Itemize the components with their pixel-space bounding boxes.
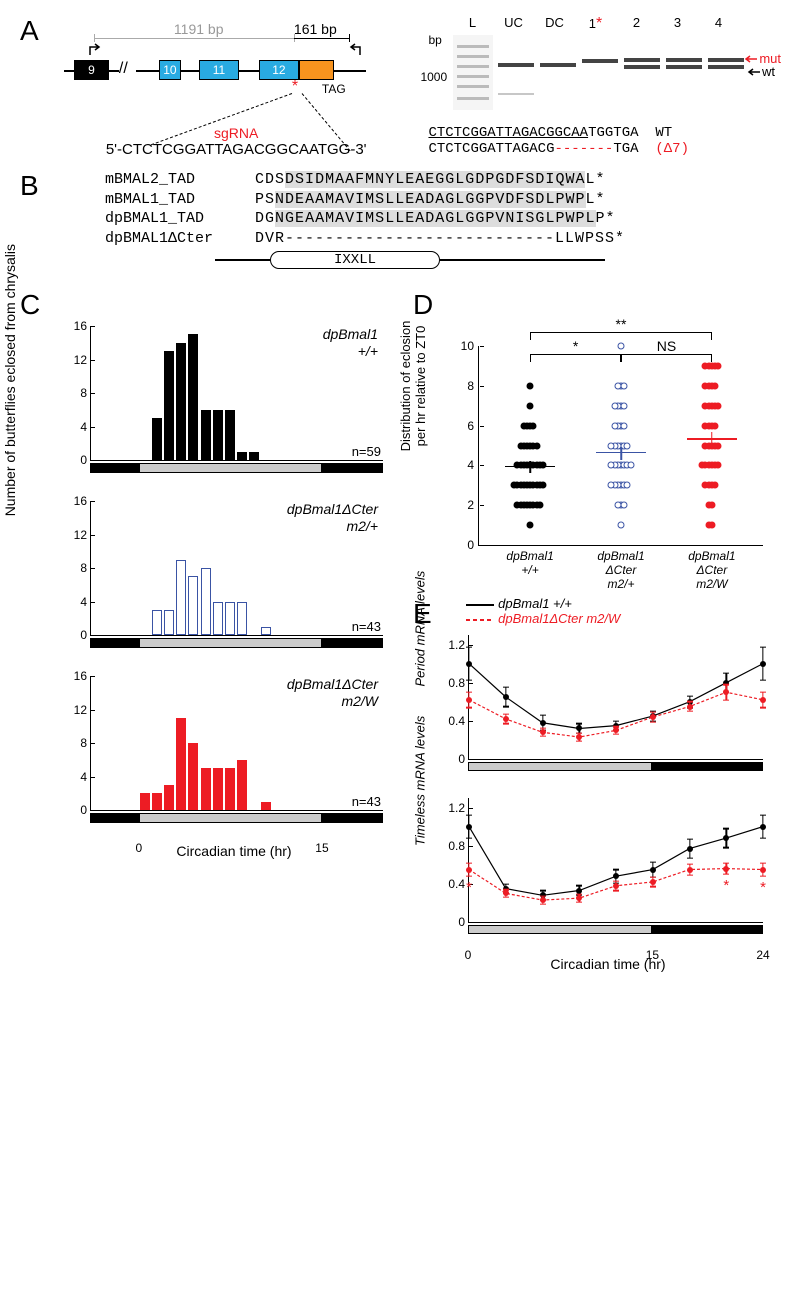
break-mark: // xyxy=(119,60,128,78)
group-label: dpBmal1ΔCterm2/+ xyxy=(597,545,644,591)
gel-image xyxy=(428,35,773,110)
sequence-alignment: CTCTCGGATTAGACGGCAATGGTGA WT CTCTCGGATTA… xyxy=(428,125,773,157)
panel-a-label: A xyxy=(20,15,44,158)
gel-lane-labels: L UC DC 1* 2 3 4 xyxy=(428,15,773,33)
significance-label: NS xyxy=(657,338,676,354)
genotype-label: dpBmal1ΔCterm2/+ xyxy=(287,501,378,535)
primer-fwd-arrow xyxy=(88,43,104,57)
legend-item: dpBmal1ΔCter m2/W xyxy=(466,611,620,626)
panel-c-ylabel: Number of butterflies eclosed from chrys… xyxy=(2,244,18,516)
bp-161: 161 bp xyxy=(294,21,337,37)
panel-c-label: C xyxy=(20,289,403,321)
light-dark-bar xyxy=(90,813,383,823)
significance-label: ** xyxy=(616,316,627,332)
panel-d-ylabel: Distribution of eclosionper hr relative … xyxy=(398,321,428,452)
light-dark-bar xyxy=(90,463,383,473)
exon-11: 11 xyxy=(199,60,239,80)
n-label: n=43 xyxy=(352,794,381,809)
genotype-label: dpBmal1ΔCterm2/W xyxy=(287,676,378,710)
n-label: n=43 xyxy=(352,619,381,634)
genotype-label: dpBmal1+/+ xyxy=(323,326,378,360)
tad-alignment: mBMAL2_TADCDSDSIDMAAFMNYLEAEGGLGDPGDFSDI… xyxy=(105,170,625,248)
sig-star-icon: * xyxy=(760,879,766,896)
dotplot: Distribution of eclosionper hr relative … xyxy=(433,321,773,591)
panel-d: D Distribution of eclosionper hr relativ… xyxy=(413,289,773,591)
panel-b: B mBMAL2_TADCDSDSIDMAAFMNYLEAEGGLGDPGDFS… xyxy=(20,170,773,269)
panel-d-label: D xyxy=(413,289,773,321)
panel-c: C Number of butterflies eclosed from chr… xyxy=(20,289,403,972)
range-line-gray xyxy=(94,38,294,39)
lane1-star-icon: * xyxy=(596,15,602,32)
exon-9: 9 xyxy=(74,60,109,80)
linechart-ylabel: Timeless mRNA levels xyxy=(413,715,428,845)
sgrna-label: sgRNA xyxy=(64,125,409,141)
sgrna-sequence: 5'-CTCTCGGATTAGACGGCAATGG-3' xyxy=(64,141,409,158)
panel-e-legend: dpBmal1 +/+dpBmal1ΔCter m2/W xyxy=(466,596,620,626)
panel-e: E dpBmal1 +/+dpBmal1ΔCter m2/W Period mR… xyxy=(413,596,773,972)
light-dark-bar xyxy=(90,638,383,648)
panel-a-right: L UC DC 1* 2 3 4 bp 1000 xyxy=(428,15,773,158)
linechart-ylabel: Period mRNA levels xyxy=(413,570,428,686)
bp-1191: 1191 bp xyxy=(174,21,224,37)
group-label: dpBmal1+/+ xyxy=(506,545,553,578)
exon-12: 12 xyxy=(259,60,299,80)
panel-a-left: 1191 bp 161 bp // 9 10 11 12 * TAG xyxy=(64,15,409,158)
histogram-1: 0481216dpBmal1ΔCterm2/+n=43 xyxy=(65,496,403,666)
light-dark-bar xyxy=(468,925,763,934)
panel-a: A 1191 bp 161 bp // 9 10 11 12 * TAG xyxy=(20,15,773,158)
sig-star-icon: * xyxy=(723,877,729,894)
legend-item: dpBmal1 +/+ xyxy=(466,596,620,611)
linechart-1: Timeless mRNA levels00.40.81.2***01524 xyxy=(428,793,773,948)
panel-c-xlabel: Circadian time (hr) xyxy=(65,843,403,859)
light-dark-bar xyxy=(468,762,763,771)
helix-motif: IXXLL xyxy=(270,251,440,269)
range-line-black xyxy=(294,38,349,39)
group-label: dpBmal1ΔCterm2/W xyxy=(688,545,735,591)
sig-star-icon: * xyxy=(466,879,472,896)
wt-arrow: wt xyxy=(746,64,775,79)
exon-utr xyxy=(299,60,334,80)
linechart-0: Period mRNA levels00.40.81.2 xyxy=(428,630,773,785)
significance-label: * xyxy=(573,338,578,354)
panel-e-xlabel: Circadian time (hr) xyxy=(443,956,773,972)
crispr-star-icon: * xyxy=(292,78,298,96)
figure: A 1191 bp 161 bp // 9 10 11 12 * TAG xyxy=(0,0,793,987)
panel-b-label: B xyxy=(20,170,45,269)
histogram-2: 0481216dpBmal1ΔCterm2/Wn=43015 xyxy=(65,671,403,841)
exon-10: 10 xyxy=(159,60,181,80)
n-label: n=59 xyxy=(352,444,381,459)
histogram-0: 0481216dpBmal1+/+n=59 xyxy=(65,321,403,491)
gene-diagram: 1191 bp 161 bp // 9 10 11 12 * TAG xyxy=(64,25,409,115)
primer-rev-arrow xyxy=(346,43,362,57)
stop-codon: TAG xyxy=(322,82,346,96)
helix-diagram: IXXLL xyxy=(215,251,625,269)
panels-cde-row: C Number of butterflies eclosed from chr… xyxy=(20,289,773,972)
